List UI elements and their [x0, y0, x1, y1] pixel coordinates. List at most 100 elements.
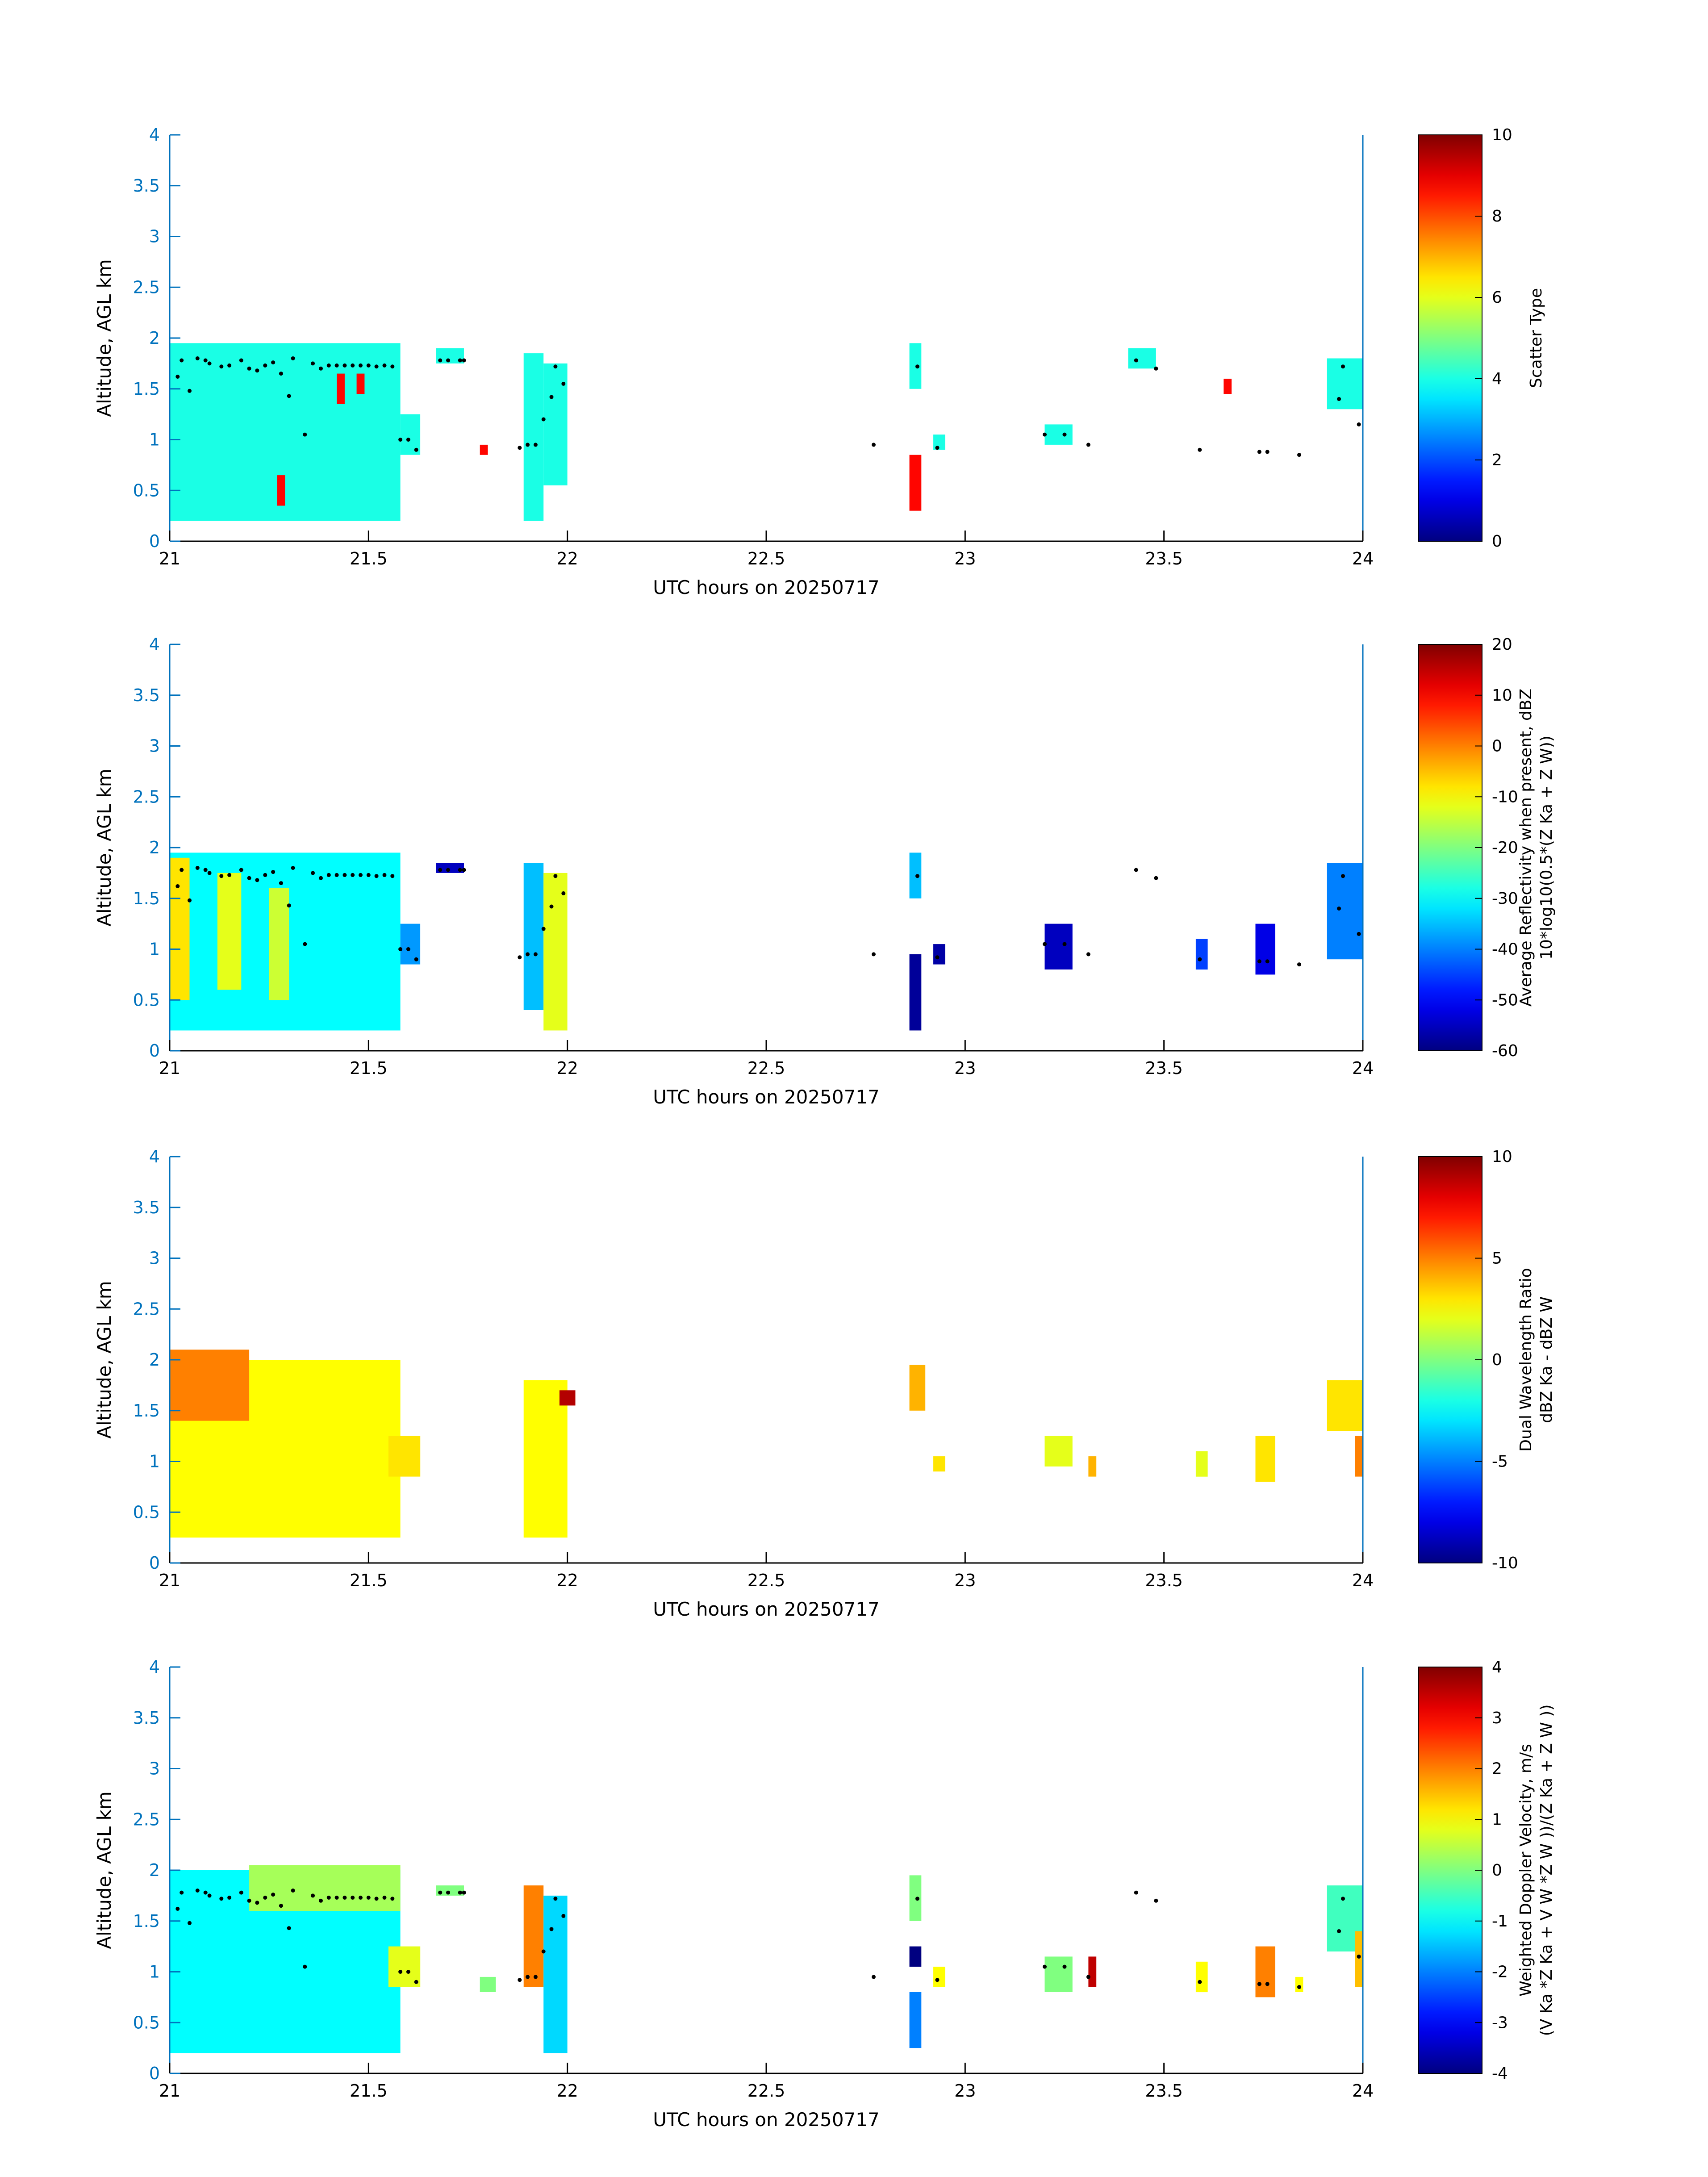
data-dot [334, 1895, 339, 1900]
data-cell [933, 435, 945, 450]
data-dot [291, 356, 295, 360]
x-tick-label: 22.5 [748, 549, 785, 568]
data-dot [188, 1921, 192, 1925]
colorbar: -4 -3 -2 -1 0 1 2 3 4 Weighted Doppler Velocity, … [1418, 1658, 1556, 2083]
data-cell [480, 1976, 496, 1992]
data-dot [359, 873, 363, 877]
data-dot [1086, 952, 1090, 957]
data-dot [188, 389, 192, 393]
data-dot [518, 1978, 522, 1982]
data-dot [342, 1895, 347, 1900]
x-tick-label: 22 [556, 1058, 578, 1078]
data-cell [436, 1885, 464, 1896]
data-cell [1327, 358, 1363, 409]
data-dot [263, 1895, 267, 1900]
colorbar-tick-label: 4 [1492, 1658, 1502, 1676]
x-tick-label: 23.5 [1145, 1571, 1183, 1590]
data-dot [227, 873, 232, 877]
data-dot [915, 1897, 919, 1901]
data-dot [1134, 1890, 1138, 1895]
panel-1: 21 21.5 22 22.5 23 23.5 2400.511.522.533.54UTC… [93, 125, 1545, 598]
y-tick-label: 0 [149, 531, 160, 551]
y-tick-label: 0 [149, 1041, 160, 1061]
data-cell [356, 373, 365, 394]
x-tick-label: 21 [159, 1571, 180, 1590]
data-dot [1062, 432, 1067, 437]
colorbar-label-group: Scatter Type [1527, 288, 1545, 388]
colorbar-tick-label: 8 [1492, 207, 1502, 226]
x-tick-label: 22.5 [748, 1058, 785, 1078]
data-dot [1337, 1929, 1341, 1933]
data-dot [541, 927, 546, 931]
colorbar-tick-label: -10 [1492, 788, 1518, 806]
y-tick-label: 4 [149, 1147, 160, 1166]
colorbar-tick-label: -20 [1492, 839, 1518, 857]
y-tick-label: 2.5 [133, 1809, 160, 1829]
data-cell [1044, 923, 1073, 969]
data-dot [227, 363, 232, 368]
colorbar-tick-label: -50 [1492, 991, 1518, 1009]
data-dot [390, 874, 395, 878]
data-cell [909, 343, 922, 389]
y-tick-label: 4 [149, 635, 160, 654]
data-dot [175, 1906, 180, 1911]
data-dot [359, 363, 363, 368]
y-tick-label: 1 [149, 430, 160, 450]
data-cell [933, 1967, 945, 1987]
data-dot [518, 446, 522, 450]
data-cell [1044, 1436, 1073, 1467]
data-dot [319, 366, 323, 371]
data-cell [523, 353, 544, 521]
colorbar-tick-label: 10 [1492, 1148, 1512, 1166]
data-cell [559, 1390, 576, 1406]
colorbar-tick-label: -2 [1492, 1963, 1508, 1981]
data-dot [287, 1926, 291, 1930]
y-tick-label: 0.5 [133, 990, 160, 1010]
data-dot [1257, 450, 1261, 454]
data-dot [1154, 1898, 1158, 1903]
x-tick-label: 24 [1352, 2081, 1374, 2101]
data-dot [915, 874, 919, 878]
data-dot [553, 1897, 558, 1901]
data-dot [366, 363, 371, 368]
data-dot [872, 443, 876, 447]
data-cell [1195, 1451, 1208, 1477]
x-tick-label: 23 [954, 1571, 976, 1590]
data-cell [217, 873, 242, 990]
x-tick-label: 23.5 [1145, 2081, 1183, 2101]
data-cell [933, 1456, 945, 1472]
y-tick-label: 3 [149, 227, 160, 247]
panel-2: 21 21.5 22 22.5 23 23.5 2400.511.522.533.54UTC… [93, 635, 1556, 1108]
colorbar-gradient [1418, 134, 1482, 542]
data-cell [1224, 379, 1232, 394]
data-dot [541, 1949, 546, 1954]
data-cell [249, 1865, 401, 1911]
data-dot [1198, 447, 1202, 452]
data-dot [180, 1890, 184, 1895]
panel-4: 21 21.5 22 22.5 23 23.5 2400.511.522.533.54UTC… [93, 1657, 1556, 2131]
data-dot [1341, 1897, 1345, 1901]
data-dot [915, 364, 919, 369]
data-cell [388, 1946, 421, 1987]
colorbar-tick-label: 5 [1492, 1249, 1502, 1268]
data-cell [1128, 348, 1156, 369]
data-dot [311, 361, 315, 366]
x-tick-label: 24 [1352, 1571, 1374, 1590]
colorbar-tick-label: 3 [1492, 1709, 1502, 1727]
data-dot [279, 881, 283, 886]
data-dot [351, 873, 355, 877]
data-cell [269, 888, 289, 1000]
data-dot [1337, 907, 1341, 911]
colorbar-label: dBZ Ka - dBZ W [1537, 1296, 1556, 1423]
data-dot [398, 438, 403, 442]
data-cell [1088, 1456, 1097, 1477]
y-tick-label: 3 [149, 1759, 160, 1779]
altitude-dots [175, 866, 1361, 967]
altitude-dots [175, 356, 1361, 457]
data-dot [291, 866, 295, 870]
y-tick-label: 3.5 [133, 1708, 160, 1728]
x-tick-label: 21.5 [350, 549, 388, 568]
data-dot [390, 1897, 395, 1901]
data-dot [374, 874, 379, 878]
